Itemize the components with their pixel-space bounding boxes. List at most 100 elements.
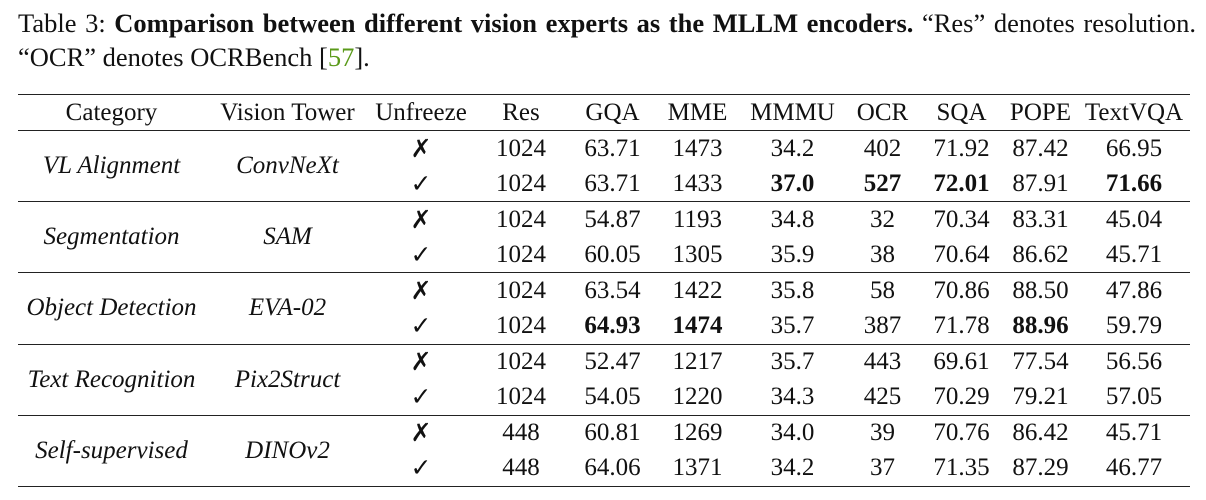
value-cell: 1433: [672, 169, 723, 197]
value-cell: 63.54: [584, 276, 641, 304]
value-cell: 1305: [672, 240, 723, 268]
value-cell: 1217: [672, 348, 723, 376]
value-cell: 1024: [496, 169, 546, 197]
vision-tower-cell: Pix2Struct: [234, 365, 341, 393]
value-cell: 34.0: [770, 419, 815, 447]
value-cell: 1473: [672, 134, 723, 162]
value-cell: 57.05: [1105, 383, 1163, 411]
value-cell: 87.91: [1012, 169, 1069, 197]
value-cell: 35.9: [770, 240, 815, 268]
value-cell: 35.7: [770, 312, 815, 340]
table-row: Text Recognition Pix2Struct ✗ 1024 52.47 1217…: [18, 344, 1190, 393]
value-cell: 527: [863, 169, 902, 197]
table-row: VL Alignment ConvNeXt ✗ 1024 63.71 1473 34.2 40…: [18, 131, 1190, 180]
value-cell: 70.29: [933, 383, 990, 411]
value-cell: 45.04: [1105, 205, 1163, 233]
table-row: ✓ 1024 54.05 1220 34.3 425 70.29 79.21 57.05: [18, 380, 1190, 416]
citation-ref[interactable]: 57: [327, 42, 355, 72]
vision-tower-cell: ConvNeXt: [236, 152, 339, 180]
value-cell: 46.77: [1105, 454, 1163, 482]
value-cell: 63.71: [584, 134, 641, 162]
value-cell: 443: [863, 348, 902, 376]
value-cell: 56.56: [1105, 348, 1163, 376]
value-cell: 35.8: [770, 276, 815, 304]
value-cell: 448: [502, 454, 540, 482]
table-row: ✓ 1024 60.05 1305 35.9 38 70.64 86.62 45.71: [18, 237, 1190, 273]
unfreeze-cell: ✓: [410, 241, 432, 269]
value-cell: 71.92: [933, 134, 990, 162]
value-cell: 37.0: [770, 169, 815, 197]
value-cell: 38: [870, 240, 895, 268]
header-cell: TextVQA: [1084, 98, 1184, 126]
vision-tower-cell: EVA-02: [248, 294, 327, 322]
vision-tower-cell: SAM: [263, 223, 312, 251]
value-cell: 1024: [496, 276, 546, 304]
value-cell: 1474: [672, 312, 723, 340]
value-cell: 86.42: [1012, 419, 1069, 447]
unfreeze-cell: ✗: [410, 349, 432, 377]
unfreeze-cell: ✗: [410, 135, 432, 163]
header-row: Category Vision Tower Unfreeze Res GQA MME MMM…: [18, 94, 1190, 131]
value-cell: 1220: [672, 383, 723, 411]
value-cell: 60.05: [584, 240, 641, 268]
value-cell: 1371: [672, 454, 723, 482]
value-cell: 66.95: [1105, 134, 1163, 162]
header-cell: OCR: [856, 98, 909, 126]
header-cell: Vision Tower: [220, 98, 355, 126]
table-body: VL Alignment ConvNeXt ✗ 1024 63.71 1473 34.2 40…: [18, 131, 1190, 487]
value-cell: 60.81: [584, 419, 641, 447]
value-cell: 88.50: [1012, 276, 1069, 304]
value-cell: 1269: [672, 419, 723, 447]
caption-text: “Res” denotes resolution. “OCR” denotes …: [18, 8, 1196, 72]
value-cell: 1024: [496, 240, 546, 268]
unfreeze-cell: ✗: [410, 206, 432, 234]
header-cell: SQA: [936, 98, 987, 126]
value-cell: 69.61: [933, 348, 990, 376]
value-cell: 77.54: [1012, 348, 1069, 376]
vision-tower-cell: DINOv2: [245, 436, 330, 464]
value-cell: 83.31: [1012, 205, 1069, 233]
table-row: ✓ 1024 64.93 1474 35.7 387 71.78 88.96 59.79: [18, 308, 1190, 345]
value-cell: 71.35: [933, 454, 990, 482]
value-cell: 1024: [496, 312, 546, 340]
table-row: ✓ 448 64.06 1371 34.2 37 71.35 87.29 46.77: [18, 451, 1190, 487]
value-cell: 86.62: [1012, 240, 1069, 268]
header-cell: GQA: [585, 98, 640, 126]
category-cell: Text Recognition: [27, 365, 196, 393]
table-header: Category Vision Tower Unfreeze Res GQA MME MMM…: [18, 94, 1190, 131]
value-cell: 34.2: [770, 454, 815, 482]
unfreeze-cell: ✓: [410, 313, 432, 341]
unfreeze-cell: ✓: [410, 384, 432, 412]
value-cell: 71.66: [1105, 169, 1163, 197]
caption-end: ].: [354, 42, 370, 72]
category-cell: Self-supervised: [35, 436, 188, 464]
value-cell: 47.86: [1105, 276, 1163, 304]
table-row: ✓ 1024 63.71 1433 37.0 527 72.01 87.91 71.66: [18, 166, 1190, 202]
value-cell: 79.21: [1012, 383, 1069, 411]
value-cell: 32: [870, 205, 895, 233]
value-cell: 34.2: [770, 134, 815, 162]
unfreeze-cell: ✓: [410, 455, 432, 483]
value-cell: 70.86: [933, 276, 990, 304]
value-cell: 52.47: [584, 348, 641, 376]
value-cell: 1024: [496, 134, 546, 162]
header-cell: MME: [667, 98, 728, 126]
value-cell: 387: [863, 312, 902, 340]
value-cell: 71.78: [933, 312, 990, 340]
value-cell: 87.29: [1012, 454, 1069, 482]
value-cell: 1024: [496, 205, 546, 233]
value-cell: 1024: [496, 348, 546, 376]
caption-label: Table 3:: [18, 8, 106, 38]
header-cell: Category: [65, 98, 158, 126]
value-cell: 88.96: [1012, 312, 1069, 340]
unfreeze-cell: ✓: [410, 170, 432, 198]
value-cell: 1193: [672, 205, 723, 233]
value-cell: 64.93: [584, 312, 641, 340]
value-cell: 448: [502, 419, 540, 447]
unfreeze-cell: ✗: [410, 277, 432, 305]
value-cell: 45.71: [1105, 240, 1163, 268]
category-cell: Object Detection: [26, 294, 197, 322]
value-cell: 1422: [672, 276, 723, 304]
category-cell: Segmentation: [43, 223, 180, 251]
